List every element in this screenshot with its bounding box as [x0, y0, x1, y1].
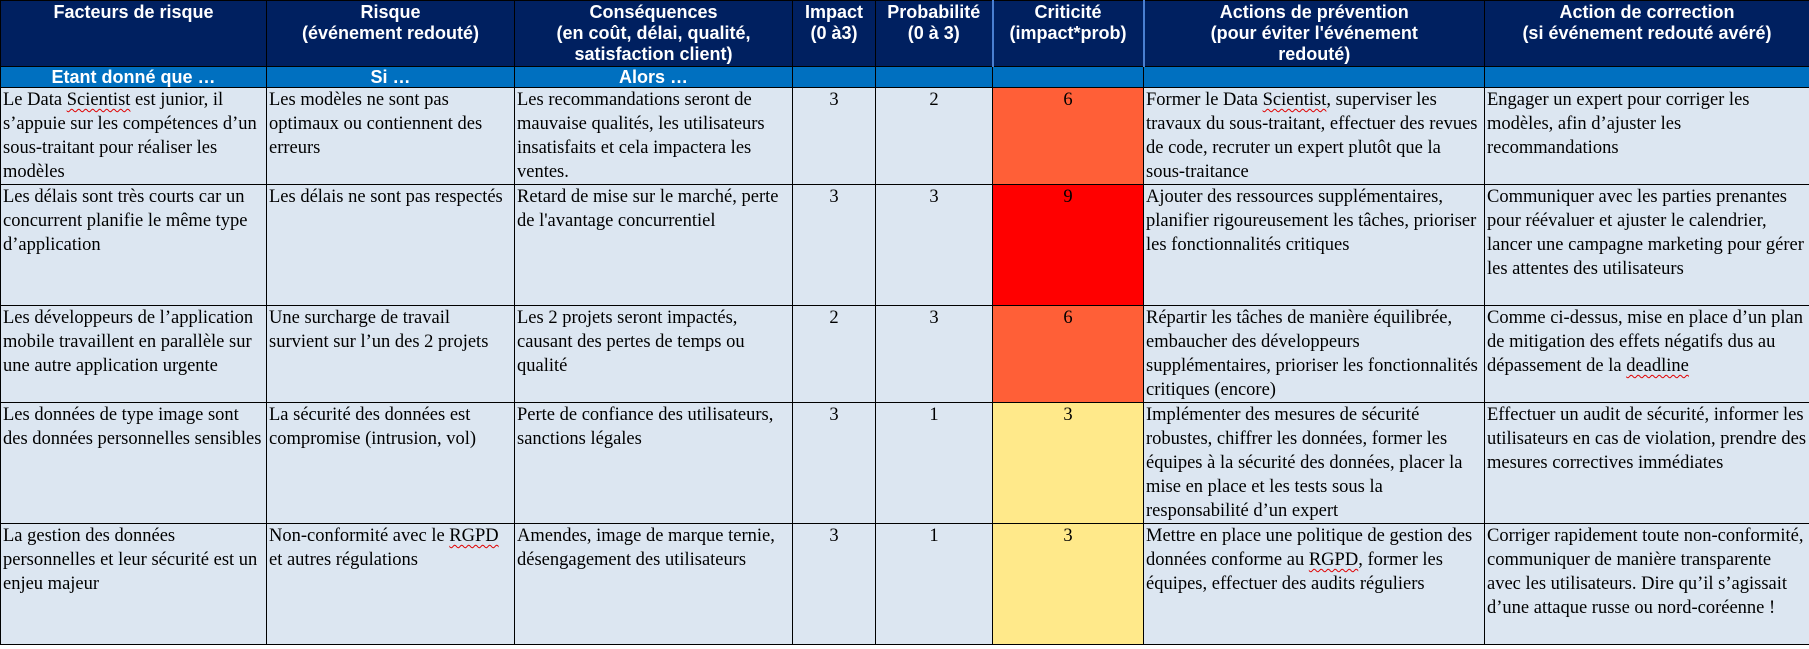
cell-factor: Le Data Scientist est junior, il s’appui…	[0, 87, 267, 185]
header-correction: Action de correction (si événement redou…	[1484, 0, 1809, 67]
table-row: La gestion des données personnelles et l…	[0, 523, 1809, 645]
cell-risk: La sécurité des données est compromise (…	[266, 402, 515, 524]
cell-risk: Non-conformité avec le RGPD et autres ré…	[266, 523, 515, 645]
cell-consequence: Amendes, image de marque ternie, désenga…	[514, 523, 793, 645]
cell-probability: 1	[875, 402, 993, 524]
cell-criticity: 6	[992, 87, 1144, 185]
cell-prevention: Former le Data Scientist, superviser les…	[1143, 87, 1485, 185]
header-probability: Probabilité (0 à 3)	[875, 0, 993, 67]
table-row: Le Data Scientist est junior, il s’appui…	[0, 87, 1809, 185]
cell-factor: Les délais sont très courts car un concu…	[0, 184, 267, 306]
spellcheck-word: Scientist	[1262, 90, 1327, 110]
cell-factor: Les développeurs de l’application mobile…	[0, 305, 267, 403]
header-risk-factors: Facteurs de risque	[0, 0, 267, 67]
cell-criticity: 6	[992, 305, 1144, 403]
cell-risk: Une surcharge de travail survient sur l’…	[266, 305, 515, 403]
spellcheck-word: deadline	[1626, 356, 1689, 376]
cell-consequence: Retard de mise sur le marché, perte de l…	[514, 184, 793, 306]
cell-impact: 3	[792, 184, 876, 306]
spellcheck-word: Scientist	[66, 90, 131, 110]
subheader-empty	[1484, 66, 1809, 88]
cell-criticity: 3	[992, 402, 1144, 524]
cell-correction: Communiquer avec les parties prenantes p…	[1484, 184, 1809, 306]
spellcheck-word: RGPD	[449, 526, 499, 546]
header-criticity: Criticité (impact*prob)	[991, 0, 1145, 67]
spellcheck-word: RGPD	[1308, 550, 1359, 570]
cell-criticity: 3	[992, 523, 1144, 645]
cell-probability: 2	[875, 87, 993, 185]
subheader-empty	[875, 66, 993, 88]
subheader-empty	[792, 66, 876, 88]
table-row: Les délais sont très courts car un concu…	[0, 184, 1809, 306]
cell-prevention: Mettre en place une politique de gestion…	[1143, 523, 1485, 645]
table-row: Les données de type image sont des donné…	[0, 402, 1809, 524]
cell-impact: 2	[792, 305, 876, 403]
subheader-given: Etant donné que …	[0, 66, 267, 88]
header-consequences: Conséquences (en coût, délai, qualité, s…	[514, 0, 793, 67]
subheader-then: Alors …	[514, 66, 793, 88]
cell-impact: 3	[792, 402, 876, 524]
cell-criticity: 9	[992, 184, 1144, 306]
cell-prevention: Implémenter des mesures de sécurité robu…	[1143, 402, 1485, 524]
cell-probability: 1	[875, 523, 993, 645]
cell-correction: Engager un expert pour corriger les modè…	[1484, 87, 1809, 185]
cell-correction: Comme ci-dessus, mise en place d’un plan…	[1484, 305, 1809, 403]
subheader-empty	[992, 66, 1144, 88]
cell-risk: Les délais ne sont pas respectés	[266, 184, 515, 306]
subheader-row: Etant donné que … Si … Alors …	[0, 66, 1809, 88]
cell-consequence: Les recommandations seront de mauvaise q…	[514, 87, 793, 185]
header-prevention: Actions de prévention (pour éviter l'évé…	[1143, 0, 1485, 67]
cell-factor: Les données de type image sont des donné…	[0, 402, 267, 524]
header-impact: Impact (0 à3)	[792, 0, 876, 67]
cell-probability: 3	[875, 184, 993, 306]
header-risk: Risque (événement redouté)	[266, 0, 515, 67]
cell-probability: 3	[875, 305, 993, 403]
cell-impact: 3	[792, 523, 876, 645]
subheader-empty	[1143, 66, 1485, 88]
cell-prevention: Ajouter des ressources supplémentaires, …	[1143, 184, 1485, 306]
cell-risk: Les modèles ne sont pas optimaux ou cont…	[266, 87, 515, 185]
cell-impact: 3	[792, 87, 876, 185]
cell-factor: La gestion des données personnelles et l…	[0, 523, 267, 645]
cell-correction: Corriger rapidement toute non-conformité…	[1484, 523, 1809, 645]
cell-prevention: Répartir les tâches de manière équilibré…	[1143, 305, 1485, 403]
cell-consequence: Les 2 projets seront impactés, causant d…	[514, 305, 793, 403]
subheader-if: Si …	[266, 66, 515, 88]
table-row: Les développeurs de l’application mobile…	[0, 305, 1809, 403]
cell-correction: Effectuer un audit de sécurité, informer…	[1484, 402, 1809, 524]
cell-consequence: Perte de confiance des utilisateurs, san…	[514, 402, 793, 524]
header-row: Facteurs de risque Risque (événement red…	[0, 0, 1809, 67]
